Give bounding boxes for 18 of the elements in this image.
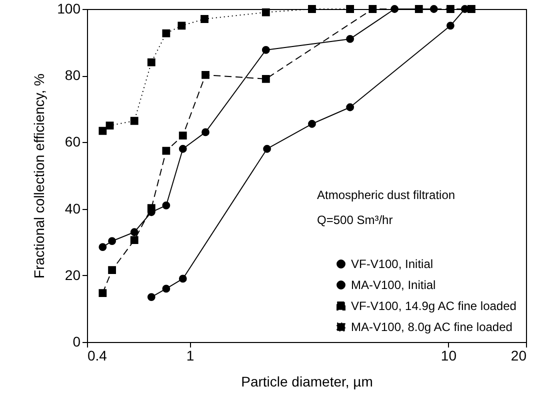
legend-label: VF-V100, Initial [351, 257, 434, 271]
annotation: Q=500 Sm³/hr [317, 213, 393, 227]
x-tick-label: 20 [510, 348, 527, 364]
legend-label: MA-V100, Initial [351, 278, 436, 292]
x-axis-title: Particle diameter, µm [241, 374, 373, 390]
x-tick-label: 0.4 [88, 348, 108, 364]
legend-label: MA-V100, 8.0g AC fine loaded [351, 320, 512, 334]
annotation: Atmospheric dust filtration [317, 188, 456, 202]
y-tick-label: 100 [57, 0, 81, 16]
x-tick-label: 1 [186, 348, 194, 364]
x-tick-label: 10 [440, 348, 457, 364]
y-tick-label: 20 [64, 266, 81, 283]
y-tick-label: 0 [72, 334, 81, 350]
legend-label: VF-V100, 14.9g AC fine loaded [351, 299, 516, 313]
y-tick-label: 40 [64, 200, 81, 216]
y-tick-label: 60 [64, 134, 81, 150]
y-tick-label: 80 [64, 67, 81, 84]
y-axis-title: Fractional collection efficiency, % [31, 74, 48, 278]
